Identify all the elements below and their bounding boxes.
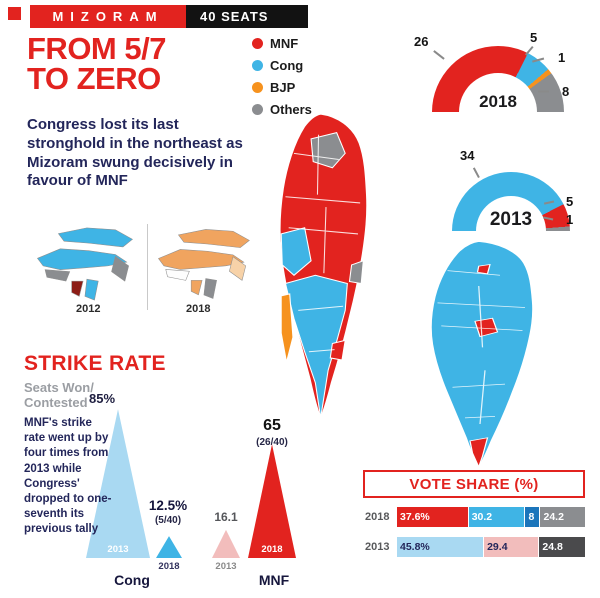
seats-2013-gauge: 2013 34 5 1 <box>452 148 574 231</box>
vote-share-title-box: VOTE SHARE (%) <box>363 470 585 498</box>
mnf-2013-year: 2013 <box>215 561 237 572</box>
gauge-year-label: 2013 <box>489 209 533 230</box>
seats-2018-gauge: 2018 26 5 1 8 <box>414 30 569 112</box>
leader-line <box>538 91 549 93</box>
cong-2013-year: 2013 <box>107 544 129 555</box>
strike-rate-title: STRIKE RATE <box>24 352 166 375</box>
seats-badge-label: 40 SEATS <box>200 9 269 24</box>
cong-group-label: Cong <box>114 572 150 588</box>
bjp-dot-icon <box>252 82 263 93</box>
legend-label: Others <box>270 102 312 117</box>
vote-share-segment-cong: 30.2 <box>467 507 525 527</box>
northeast-map-2012 <box>37 227 133 301</box>
seat-count-mnf: 5 <box>566 194 574 209</box>
mnf-group-label: MNF <box>258 572 290 588</box>
state-title: MIZORAM <box>52 9 164 24</box>
vote-share-segment-mnf: 37.6% <box>397 507 468 527</box>
seat-count-bjp: 1 <box>558 50 566 65</box>
legend-label: Cong <box>270 58 304 73</box>
mnf-2018-triangle <box>248 444 296 558</box>
map-divider <box>147 224 148 310</box>
seat-count-cong: 34 <box>460 148 475 163</box>
cong-2018-fraction: (5/40) <box>154 515 182 526</box>
legend-item-cong: Cong <box>252 58 312 73</box>
vote-share-segment-others: 24.2 <box>539 507 585 527</box>
headline-line2: TO ZERO <box>27 61 161 97</box>
cong-2018-value: 12.5% <box>148 498 188 513</box>
seats-badge: 40 SEATS <box>186 5 308 28</box>
others-dot-icon <box>252 104 263 115</box>
cong-2018-year: 2018 <box>158 561 180 572</box>
strike-rate-subtitle: Seats Won/ Contested <box>24 380 94 411</box>
legend-item-mnf: MNF <box>252 36 312 51</box>
legend-label: BJP <box>270 80 296 95</box>
mnf-dot-icon <box>252 38 263 49</box>
vote-share-2018-label: 2018 <box>365 511 390 523</box>
ne-map-2018-label: 2018 <box>186 303 211 315</box>
vote-share-bar-2013: 45.8% 29.4 24.8 <box>397 537 585 557</box>
state-title-bar: MIZORAM <box>30 5 186 28</box>
mnf-2013-value: 16.1 <box>214 510 238 524</box>
vote-share-segment-bjp: 8 <box>524 507 540 527</box>
vote-share-bar-2018: 37.6% 30.2 8 24.2 <box>397 507 585 527</box>
cong-2013-value: 85% <box>88 391 116 406</box>
party-legend: MNF Cong BJP Others <box>252 36 312 124</box>
intro-text: Congress lost its last stronghold in the… <box>27 116 243 190</box>
mnf-2013-triangle <box>212 529 240 558</box>
corner-square <box>8 7 21 20</box>
vote-share-2013-label: 2013 <box>365 541 390 553</box>
strike-rate-chart: 85% 2013 12.5% (5/40) 2018 16.1 2013 65 … <box>66 384 301 592</box>
vote-share-segment-mnf: 29.4 <box>483 537 539 557</box>
strike-rate-body: MNF's strike rate went up by four times … <box>24 417 112 536</box>
seat-count-others: 1 <box>566 212 574 227</box>
vote-share-segment-others: 24.8 <box>538 537 585 557</box>
leader-line <box>473 167 480 178</box>
mnf-2018-year: 2018 <box>261 544 283 555</box>
strike-sub-line2: Contested <box>24 394 88 410</box>
cong-dot-icon <box>252 60 263 71</box>
mizoram-district-map-2013 <box>430 241 534 469</box>
vote-share-segment-cong: 45.8% <box>397 537 484 557</box>
ne-map-2012-label: 2012 <box>76 303 101 315</box>
legend-item-others: Others <box>252 102 312 117</box>
vote-share-title: VOTE SHARE (%) <box>409 475 539 493</box>
gauge-year-label: 2018 <box>479 92 517 111</box>
seat-count-mnf: 26 <box>414 34 429 49</box>
mizoram-district-map-2018 <box>279 113 368 420</box>
seat-count-others: 8 <box>562 84 570 99</box>
northeast-map-2018 <box>158 229 250 299</box>
page-title: FROM 5/7 TO ZERO <box>27 31 166 97</box>
headline-line1: FROM 5/7 <box>27 31 166 66</box>
legend-label: MNF <box>270 36 299 51</box>
strike-sub-line1: Seats Won/ <box>24 380 94 395</box>
leader-line <box>433 50 445 60</box>
mnf-2018-value: 65 <box>263 417 281 434</box>
cong-2018-triangle <box>156 536 182 558</box>
mnf-2018-fraction: (26/40) <box>256 437 288 448</box>
seat-count-cong: 5 <box>530 30 538 45</box>
legend-item-bjp: BJP <box>252 80 312 95</box>
